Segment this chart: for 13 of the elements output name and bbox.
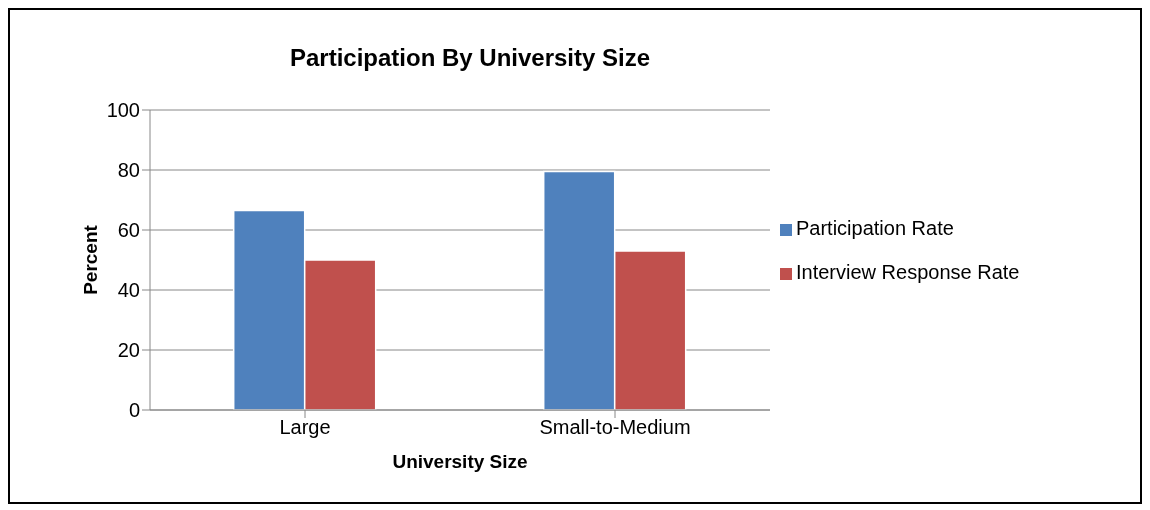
x-axis-title: University Size [392,451,528,472]
y-axis-title: Percent [79,224,101,295]
chart-title: Participation By University Size [288,44,652,72]
x-tick-label: Large [279,416,331,439]
y-tick-label: 100 [106,99,140,122]
y-tick-label: 40 [117,279,140,302]
y-tick-label: 60 [117,219,140,242]
y-tick-label: 0 [128,399,140,422]
y-tick-label: 80 [117,159,140,182]
x-tick-label: Small-to-Medium [539,416,691,439]
legend-label: Interview Response Rate [796,261,1020,283]
y-tick-label: 20 [117,339,140,362]
legend-label: Participation Rate [796,217,954,239]
